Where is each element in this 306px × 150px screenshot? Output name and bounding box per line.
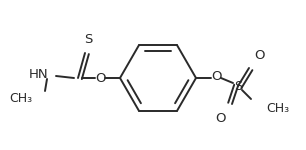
Text: O: O: [95, 72, 105, 84]
Text: CH₃: CH₃: [266, 102, 289, 114]
Text: O: O: [215, 112, 226, 125]
Text: CH₃: CH₃: [9, 92, 32, 105]
Text: HN: HN: [28, 69, 48, 81]
Text: S: S: [234, 80, 242, 93]
Text: O: O: [254, 49, 264, 62]
Text: S: S: [84, 33, 92, 46]
Text: O: O: [211, 70, 221, 84]
